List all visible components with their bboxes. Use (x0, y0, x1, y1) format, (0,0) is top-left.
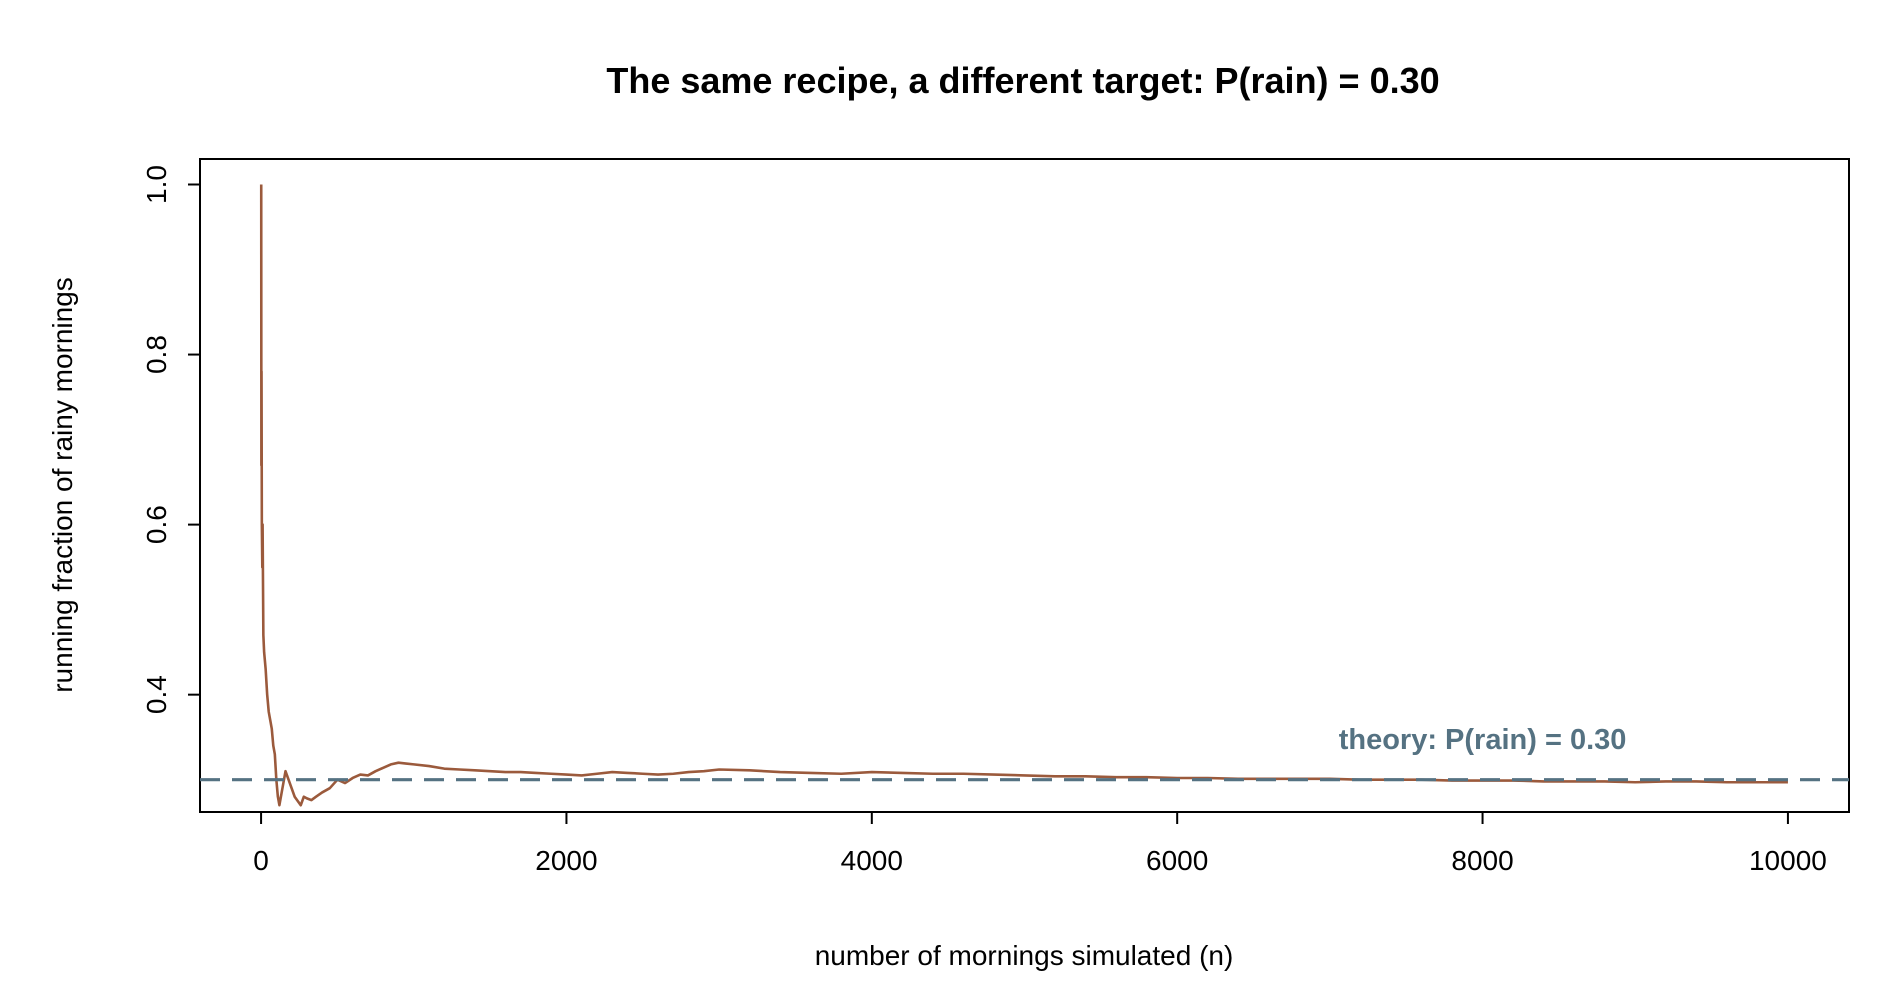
y-tick-label: 0.8 (141, 335, 172, 374)
x-tick-label: 0 (253, 845, 269, 876)
x-axis-label: number of mornings simulated (n) (815, 940, 1234, 971)
theory-label: theory: P(rain) = 0.30 (1339, 724, 1627, 756)
chart-title: The same recipe, a different target: P(r… (606, 60, 1439, 101)
y-axis: 0.4 0.6 0.8 1.0 (141, 165, 201, 714)
y-tick-label: 0.4 (141, 675, 172, 714)
x-tick-label: 2000 (535, 845, 597, 876)
x-tick-label: 10000 (1749, 845, 1827, 876)
series-line (259, 184, 1788, 807)
plot-frame (199, 158, 1850, 813)
x-tick-label: 8000 (1451, 845, 1513, 876)
x-tick-label: 4000 (841, 845, 903, 876)
y-tick-label: 1.0 (141, 165, 172, 204)
x-tick-label: 6000 (1146, 845, 1208, 876)
reference-layer: theory: P(rain) = 0.30 (200, 724, 1849, 782)
series-layer (259, 184, 1788, 807)
y-tick-label: 0.6 (141, 505, 172, 544)
x-axis: 0 2000 4000 6000 8000 10000 (253, 811, 1827, 876)
y-axis-label: running fraction of rainy mornings (47, 277, 78, 693)
